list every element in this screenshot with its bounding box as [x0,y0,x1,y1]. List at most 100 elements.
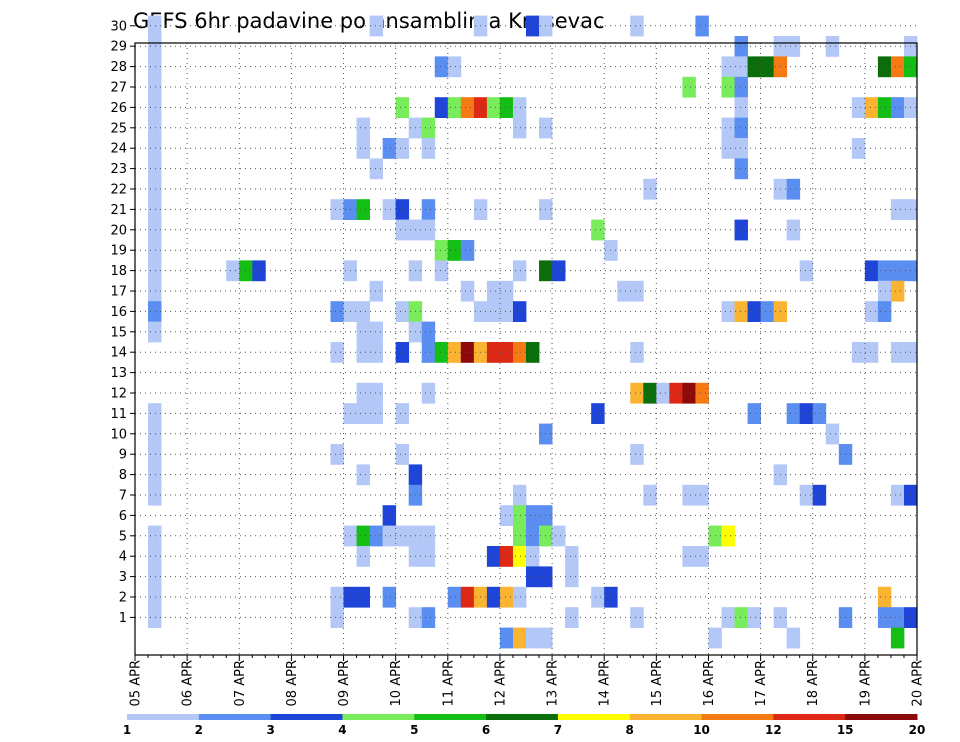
precip-cell [330,301,344,322]
precip-cell [890,56,905,78]
y-tick-label: 20 [110,223,127,238]
precip-cell [395,444,410,465]
precip-cell [682,76,696,98]
precip-cell [356,138,370,159]
precip-cell [382,525,397,547]
y-tick-label: 22 [110,183,127,198]
precip-cell [395,97,410,118]
precip-cell [382,199,397,220]
precip-cell [512,342,527,363]
x-tick-label: 20 APR [911,660,926,706]
legend-tick-label: 20 [909,723,926,737]
precip-cell [734,607,748,628]
precip-cell [552,525,566,547]
legend-tick-label: 7 [554,723,562,737]
precip-cell [330,342,344,363]
precip-cell [447,586,462,608]
precip-cell [148,199,162,220]
precip-cell [369,525,384,547]
precip-cell [512,117,527,139]
precip-cell [499,627,514,649]
precip-cell [148,525,162,547]
precip-cell [382,138,397,159]
precip-cell [148,321,162,343]
y-tick-label: 4 [119,550,127,565]
precip-cell [148,117,162,139]
legend-swatch [845,714,918,720]
y-tick-label: 1 [119,611,127,626]
x-tick-label: 13 APR [546,660,561,706]
legend-tick-label: 3 [266,723,274,737]
precip-cell [148,566,162,588]
precip-cell [512,525,527,547]
y-tick-label: 8 [119,468,127,483]
precip-cell [890,607,905,628]
legend-swatch [629,714,703,720]
precip-cell [695,15,709,37]
legend-tick-label: 8 [626,723,634,737]
precip-cell [148,240,162,261]
precip-cell [526,525,540,547]
precip-cell [356,321,370,343]
precip-cell [148,97,162,118]
precip-cell [434,342,449,363]
precip-cell [148,76,162,98]
precip-cell [512,546,527,567]
precip-cell [148,56,162,78]
precip-cell [630,15,644,37]
precip-cell [356,525,370,547]
precip-cell [890,484,905,506]
precip-cell [148,260,162,282]
x-tick-label: 15 APR [650,660,665,706]
y-tick-label: 18 [110,264,127,279]
precip-cell [148,546,162,567]
precip-cell [630,607,644,628]
precip-cell [825,36,840,57]
precip-cell [877,280,892,302]
precip-cell [356,342,370,363]
legend-swatch [701,714,774,720]
precip-cell [226,260,240,282]
precip-cell [512,97,527,118]
precip-cell [148,484,162,506]
precip-cell [734,117,748,139]
color-legend: 1 2 3 4 5 6 7 8 10 12 15 20 [123,714,926,737]
x-tick-label: 07 APR [233,660,248,706]
precip-cell [148,36,162,57]
precip-cell [356,199,370,220]
precip-cell [148,444,162,465]
precip-cell [734,219,748,241]
precip-cell [148,586,162,608]
legend-tick-label: 15 [837,723,854,737]
precip-cell [786,178,801,200]
precip-cell [369,280,384,302]
precip-cell [734,36,748,57]
precip-cell [747,403,761,424]
legend-tick-label: 1 [123,723,131,737]
precip-cell [695,484,709,506]
y-tick-label: 19 [110,244,127,259]
x-tick-label: 14 APR [598,660,613,706]
precip-cell [526,566,540,588]
precip-cell [421,546,436,567]
precip-cell [148,280,162,302]
precip-cell [877,607,892,628]
precip-cell [148,178,162,200]
precip-cell [890,280,905,302]
x-tick-label: 09 APR [337,660,352,706]
y-tick-label: 26 [110,101,127,116]
precip-cell [552,260,566,282]
precip-cell [890,97,905,118]
precip-cell [499,586,514,608]
precip-cell [877,301,892,322]
y-tick-label: 16 [110,305,127,320]
precip-cell [330,607,344,628]
x-tick-label: 17 APR [754,660,769,706]
precip-cell [864,342,879,363]
precip-cell [148,403,162,424]
precip-cell [421,607,436,628]
x-tick-label: 06 APR [181,660,196,706]
precip-cell [526,15,540,37]
precip-cell [434,260,449,282]
precip-cell [395,301,410,322]
